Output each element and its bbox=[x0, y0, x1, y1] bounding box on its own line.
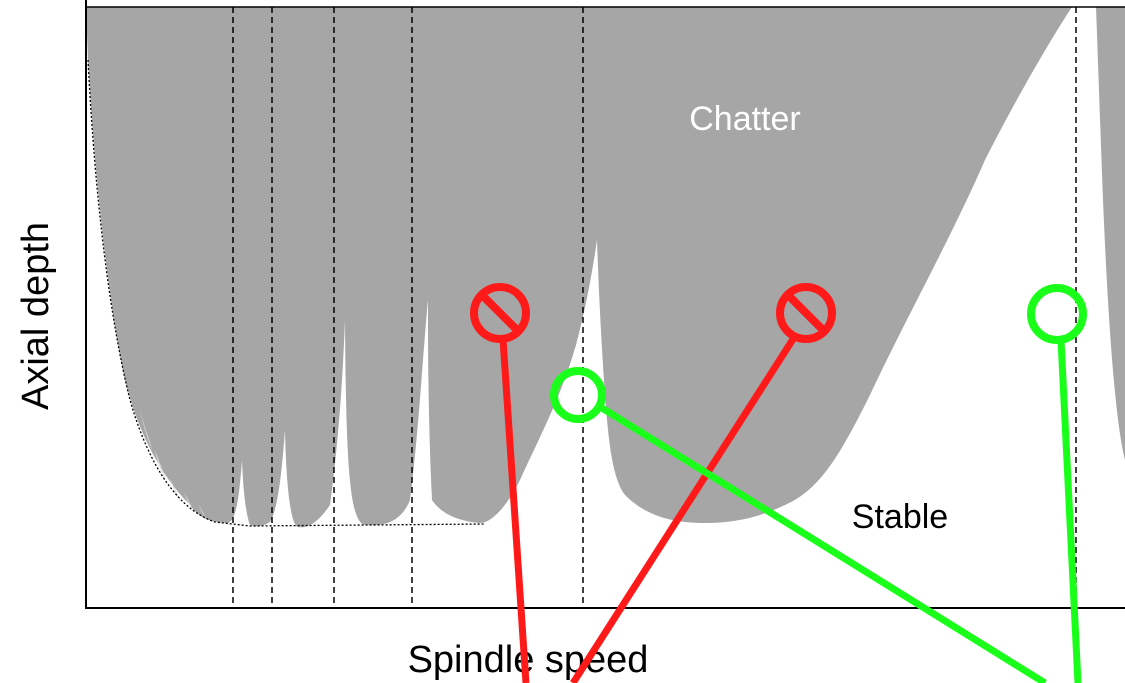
leader-line bbox=[1057, 339, 1082, 683]
chatter-region bbox=[86, 7, 1072, 528]
allowed-marker-1 bbox=[550, 367, 1047, 683]
prohibited-circle-icon bbox=[776, 283, 836, 343]
not-allowed-marker-2 bbox=[570, 283, 836, 683]
leader-line bbox=[570, 334, 798, 683]
prohibited-slash bbox=[480, 293, 520, 333]
not-allowed-marker-1 bbox=[470, 283, 530, 683]
allowed-marker-2 bbox=[1027, 284, 1087, 683]
chatter-label: Chatter bbox=[689, 100, 801, 138]
leader-line bbox=[600, 405, 1047, 683]
leader-line bbox=[499, 338, 530, 683]
left-scallops bbox=[140, 410, 206, 518]
ring-icon bbox=[550, 367, 606, 423]
ring-icon bbox=[1027, 284, 1087, 344]
prohibited-slash bbox=[786, 293, 826, 333]
stable-label: Stable bbox=[852, 498, 948, 536]
chatter-region-right bbox=[1096, 7, 1125, 460]
lobe-peak-guidelines bbox=[232, 7, 1077, 608]
y-axis-label: Axial depth bbox=[15, 222, 57, 410]
prohibited-circle-icon bbox=[470, 283, 530, 343]
absolute-stability-boundary bbox=[87, 59, 486, 527]
